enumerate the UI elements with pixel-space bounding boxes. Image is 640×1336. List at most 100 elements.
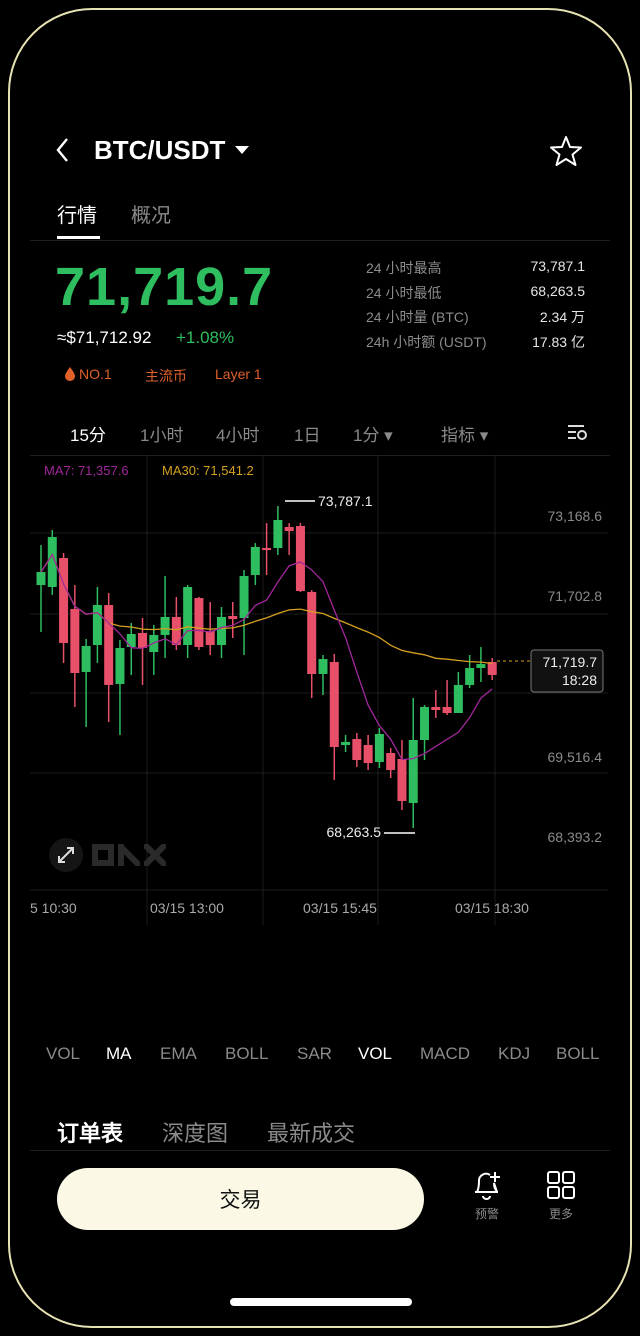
home-indicator xyxy=(230,1298,412,1306)
candle-up xyxy=(453,684,463,714)
candle-up xyxy=(36,572,46,586)
tab-depth-chart[interactable]: 深度图 xyxy=(162,1121,229,1146)
current-price-box xyxy=(530,649,604,693)
tab-underline xyxy=(57,236,100,239)
y-tick-label: 71,702.8 xyxy=(548,588,603,604)
star-outline-icon xyxy=(550,136,582,166)
candle-down xyxy=(431,706,441,711)
indicator-ema[interactable]: EMA xyxy=(160,1044,197,1063)
indicator-vol-sub[interactable]: VOL xyxy=(358,1044,393,1063)
candle-down xyxy=(228,615,238,620)
tag-label: NO.1 xyxy=(79,366,112,382)
more-label: 更多 xyxy=(548,1207,573,1221)
indicator-vol[interactable]: VOL xyxy=(46,1044,81,1063)
timeframe-1d[interactable]: 1日 xyxy=(294,426,321,445)
last-price: 71,719.7 xyxy=(55,257,274,317)
price-change: +1.08% xyxy=(176,328,235,347)
candle-down xyxy=(70,608,80,674)
indicator-kdj[interactable]: KDJ xyxy=(498,1044,531,1063)
tag-rank[interactable]: NO.1 xyxy=(65,366,112,382)
stat-label: 24 小时量 (BTC) xyxy=(366,309,469,325)
x-tick-label: 03/15 15:45 xyxy=(303,900,377,916)
candle-down xyxy=(194,598,204,647)
ma7-line xyxy=(40,553,493,761)
x-tick-label: 03/15 18:30 xyxy=(455,900,529,916)
indicator-sar[interactable]: SAR xyxy=(297,1044,332,1063)
trade-button[interactable]: 交易 xyxy=(57,1168,424,1230)
countdown-label: 18:28 xyxy=(562,672,597,688)
tag-layer1[interactable]: Layer 1 xyxy=(215,366,262,382)
candle-up xyxy=(81,646,91,673)
candle-down xyxy=(386,753,396,771)
candle-up xyxy=(160,616,170,635)
candle-up xyxy=(273,520,283,548)
grid-icon xyxy=(547,1171,575,1199)
indicator-ma[interactable]: MA xyxy=(106,1044,132,1063)
candle-up xyxy=(420,706,430,740)
pair-title: BTC/USDT xyxy=(94,134,226,165)
candle-down xyxy=(329,661,339,747)
candle-up xyxy=(465,667,475,685)
indicator-boll[interactable]: BOLL xyxy=(225,1044,269,1063)
indicator-dropdown[interactable]: 指标 ▾ xyxy=(441,426,489,445)
trade-button-label: 交易 xyxy=(219,1189,262,1212)
ma7-legend: MA7: 71,357.6 xyxy=(44,463,129,478)
stat-value: 17.83 亿 xyxy=(532,334,585,350)
divider xyxy=(30,1150,610,1151)
timeframe-15m[interactable]: 15分 xyxy=(70,426,106,445)
ma30-line xyxy=(40,553,493,665)
tab-recent-trades[interactable]: 最新成交 xyxy=(267,1121,356,1146)
candle-up xyxy=(408,740,418,803)
flame-icon xyxy=(65,367,75,381)
expand-icon xyxy=(58,847,74,863)
candle-up xyxy=(239,575,249,619)
candle-down xyxy=(295,526,305,592)
stat-label: 24 小时最高 xyxy=(366,260,442,276)
candle-up xyxy=(318,659,328,674)
device-frame xyxy=(8,8,632,1328)
candle-down xyxy=(397,759,407,801)
current-price-label: 71,719.7 xyxy=(543,654,598,670)
bell-plus-icon xyxy=(475,1172,500,1200)
more-button[interactable]: 更多 xyxy=(540,1170,582,1222)
candle-up xyxy=(250,546,260,575)
timeframe-more-dropdown[interactable]: 1分 ▾ xyxy=(353,426,393,445)
usd-price: ≈$71,712.92 xyxy=(57,328,152,347)
y-tick-label: 69,516.4 xyxy=(548,749,603,765)
tag-mainstream[interactable]: 主流币 xyxy=(145,368,187,384)
candle-up xyxy=(341,741,351,746)
tab-market[interactable]: 行情 xyxy=(57,205,97,227)
indicator-boll-sub[interactable]: BOLL xyxy=(556,1044,600,1063)
candle-down xyxy=(307,592,317,674)
tab-overview[interactable]: 概况 xyxy=(131,205,171,227)
timeframe-4h[interactable]: 4小时 xyxy=(216,426,260,445)
divider xyxy=(30,240,610,241)
caret-down-icon xyxy=(235,146,250,154)
favorite-button[interactable] xyxy=(549,134,583,173)
x-tick-label: 03/15 13:00 xyxy=(150,900,224,916)
timeframe-1h[interactable]: 1小时 xyxy=(140,426,184,445)
x-tick-label: 5 10:30 xyxy=(30,900,77,916)
y-tick-label: 73,168.6 xyxy=(548,508,603,524)
y-tick-label: 68,393.2 xyxy=(548,829,603,845)
candle-down xyxy=(284,526,294,532)
pair-selector[interactable]: BTC/USDT xyxy=(94,134,255,166)
candle-down xyxy=(363,745,373,764)
expand-chart-button[interactable] xyxy=(49,838,83,872)
candle-up xyxy=(92,605,102,646)
candle-up xyxy=(374,733,384,763)
candle-down xyxy=(262,547,272,551)
back-button[interactable] xyxy=(52,135,76,165)
candle-up xyxy=(115,647,125,684)
candle-down xyxy=(442,706,452,714)
candle-up xyxy=(183,586,193,646)
indicator-macd[interactable]: MACD xyxy=(420,1044,471,1063)
candle-down xyxy=(487,661,497,675)
candlestick-chart[interactable]: 73,168.6 71,702.8 69,516.4 68,393.2 5 10:30 0… xyxy=(0,455,640,925)
chart-settings-button[interactable] xyxy=(566,422,590,447)
stat-label: 24h 小时额 (USDT) xyxy=(366,334,487,350)
alert-button[interactable]: 预警 xyxy=(466,1170,508,1222)
stat-value: 2.34 万 xyxy=(539,309,585,325)
candle-up xyxy=(47,537,57,587)
tab-order-book[interactable]: 订单表 xyxy=(57,1121,124,1146)
